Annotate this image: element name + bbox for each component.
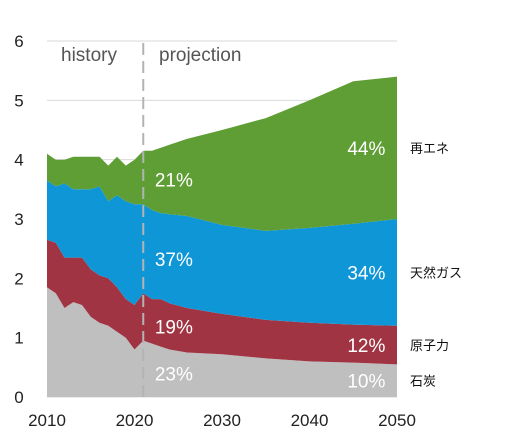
x-tick-label: 2030 bbox=[203, 411, 241, 430]
share-label-2050: 44% bbox=[347, 139, 385, 160]
history-annotation: history bbox=[61, 45, 117, 66]
legend-label: 天然ガス bbox=[410, 265, 462, 281]
y-tick-label: 4 bbox=[14, 151, 23, 170]
y-tick-label: 5 bbox=[14, 91, 23, 110]
share-label-2050: 10% bbox=[347, 372, 385, 393]
share-label-2050: 12% bbox=[347, 336, 385, 357]
percentage-labels: 23% 10% 19% 12% 37% 34% 21% 44% bbox=[155, 139, 386, 393]
series-legend: 石炭 原子力 天然ガス 再エネ bbox=[410, 142, 462, 390]
projection-annotation: projection bbox=[159, 45, 241, 66]
x-axis-ticks: 2010 2020 2030 2040 2050 bbox=[28, 411, 416, 430]
y-tick-label: 1 bbox=[14, 329, 23, 348]
x-tick-label: 2020 bbox=[116, 411, 154, 430]
x-tick-label: 2050 bbox=[378, 411, 416, 430]
share-label-2021: 19% bbox=[155, 317, 193, 338]
share-label-2021: 21% bbox=[155, 171, 193, 192]
period-annotations: history projection bbox=[61, 45, 241, 66]
x-tick-label: 2040 bbox=[291, 411, 329, 430]
legend-label: 再エネ bbox=[410, 142, 449, 157]
legend-label: 原子力 bbox=[410, 339, 449, 354]
y-tick-label: 6 bbox=[14, 32, 23, 51]
share-label-2021: 23% bbox=[155, 364, 193, 385]
area-2 bbox=[47, 239, 397, 365]
area-3 bbox=[47, 180, 397, 326]
y-tick-label: 2 bbox=[14, 269, 23, 288]
area-series-group bbox=[47, 76, 397, 397]
area-1 bbox=[47, 287, 397, 397]
x-tick-label: 2010 bbox=[28, 411, 66, 430]
area-4 bbox=[47, 76, 397, 231]
y-tick-label: 3 bbox=[14, 210, 23, 229]
share-label-2050: 34% bbox=[347, 263, 385, 284]
share-label-2021: 37% bbox=[155, 250, 193, 271]
y-axis-ticks: 0 1 2 3 4 5 6 bbox=[14, 32, 23, 407]
y-tick-label: 0 bbox=[14, 388, 23, 407]
legend-label: 石炭 bbox=[410, 375, 436, 390]
